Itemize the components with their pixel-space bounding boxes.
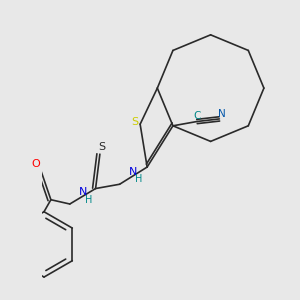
Text: N: N (80, 187, 88, 197)
Text: N: N (129, 167, 138, 177)
Text: N: N (218, 109, 226, 119)
Text: H: H (135, 174, 142, 184)
Text: S: S (131, 118, 139, 128)
Text: H: H (85, 195, 92, 205)
Text: O: O (31, 159, 40, 169)
Text: C: C (193, 111, 201, 121)
Text: S: S (98, 142, 105, 152)
